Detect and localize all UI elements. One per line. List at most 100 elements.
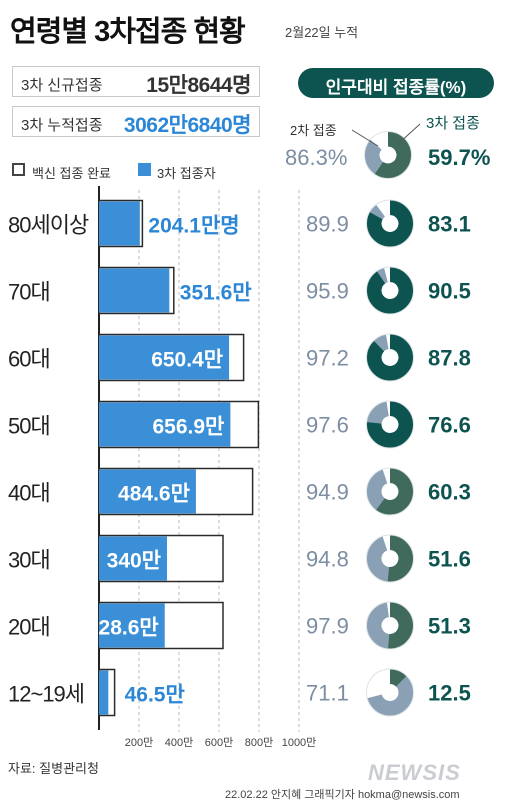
credit-line: 22.02.22 안지혜 그래픽기자 hokma@newsis.com bbox=[225, 789, 460, 801]
legend-booster-swatch bbox=[138, 163, 151, 176]
booster-bar bbox=[99, 536, 167, 581]
complete-bar bbox=[98, 601, 224, 650]
donut-track bbox=[366, 669, 414, 716]
booster-value-label: 204.1만명 bbox=[148, 215, 239, 238]
legend-booster-label: 3차 접종자 bbox=[157, 166, 216, 181]
donut-dose2-slice bbox=[367, 669, 414, 716]
donut-dose2-slice bbox=[366, 401, 414, 448]
total-vaccination-box: 3차 누적접종 3062만6840명 bbox=[12, 106, 260, 137]
dose3-header-label: 3차 접종 bbox=[426, 115, 480, 132]
overall-dose3-value: 59.7% bbox=[428, 145, 491, 170]
booster-value-label: 484.6만 bbox=[118, 483, 190, 506]
donut-track bbox=[366, 334, 414, 381]
donut-dose2-slice bbox=[366, 334, 414, 381]
age-label: 30대 bbox=[8, 548, 50, 573]
donut-dose3-slice bbox=[375, 468, 414, 515]
legend-complete-label: 백신 접종 완료 bbox=[32, 166, 111, 181]
new-vaccination-value: 15만8644명 bbox=[146, 74, 251, 97]
donut-outline bbox=[364, 131, 412, 179]
page-title: 연령별 3차접종 현황 bbox=[10, 16, 246, 48]
complete-bar bbox=[98, 199, 144, 248]
dose3-rate-value: 12.5 bbox=[428, 681, 471, 706]
booster-value-label: 328.6만 bbox=[87, 617, 159, 640]
dose3-rate-value: 60.3 bbox=[428, 480, 471, 505]
dose2-rate-value: 97.6 bbox=[306, 413, 349, 438]
complete-bar bbox=[98, 467, 254, 516]
donut-dose3-slice bbox=[389, 669, 407, 687]
donut-outline bbox=[366, 668, 414, 717]
age-label: 12~19세 bbox=[8, 682, 84, 707]
x-tick-label: 400만 bbox=[165, 736, 193, 749]
booster-bar bbox=[99, 335, 230, 380]
donut-dose2-slice bbox=[364, 131, 412, 179]
dose3-pointer bbox=[397, 123, 421, 145]
donut-track bbox=[366, 401, 414, 448]
dose3-rate-value: 51.3 bbox=[428, 614, 471, 639]
donut-outline bbox=[366, 601, 414, 650]
dose2-pointer bbox=[351, 129, 379, 147]
dose3-rate-value: 87.8 bbox=[428, 346, 471, 371]
donut-dose3-slice bbox=[374, 131, 412, 179]
donut-track bbox=[366, 468, 414, 515]
complete-bar bbox=[98, 400, 260, 449]
donut-track bbox=[366, 200, 414, 247]
dose2-rate-value: 97.2 bbox=[306, 346, 349, 371]
booster-bar bbox=[99, 670, 109, 715]
donut-outline bbox=[366, 266, 414, 315]
donut-dose2-slice bbox=[366, 535, 414, 582]
donut-dose2-slice bbox=[366, 602, 414, 649]
age-label: 70대 bbox=[8, 280, 50, 305]
donut-track bbox=[364, 131, 412, 179]
complete-bar bbox=[98, 333, 245, 382]
complete-bar bbox=[98, 534, 224, 583]
dose3-rate-value: 90.5 bbox=[428, 279, 471, 304]
age-label: 50대 bbox=[8, 414, 50, 439]
age-label: 80세이상 bbox=[8, 213, 89, 238]
donut-outline bbox=[366, 333, 414, 382]
total-vaccination-label: 3차 누적접종 bbox=[21, 117, 103, 134]
donut-dose2-slice bbox=[366, 267, 414, 314]
donut-outline bbox=[366, 400, 414, 449]
new-vaccination-label: 3차 신규접종 bbox=[21, 77, 103, 94]
legend-complete-swatch bbox=[12, 163, 25, 176]
donut-track bbox=[366, 267, 414, 314]
x-tick-label: 200만 bbox=[125, 736, 153, 749]
source-note: 자료: 질병관리청 bbox=[8, 761, 99, 776]
donut-outline bbox=[366, 467, 414, 516]
complete-bar bbox=[98, 266, 175, 315]
booster-value-label: 46.5만 bbox=[125, 684, 185, 707]
booster-bar bbox=[99, 201, 140, 246]
rate-header-pill: 인구대비 접종률(%) bbox=[298, 68, 494, 98]
dose2-rate-value: 94.9 bbox=[306, 480, 349, 505]
total-vaccination-value: 3062만6840명 bbox=[123, 114, 252, 137]
booster-value-label: 351.6만 bbox=[180, 282, 252, 305]
donut-dose3-slice bbox=[366, 200, 414, 247]
donut-dose2-slice bbox=[366, 200, 414, 247]
booster-bar bbox=[99, 603, 165, 648]
dose2-header-label: 2차 접종 bbox=[290, 123, 337, 138]
booster-value-label: 340만 bbox=[107, 550, 161, 573]
dose3-rate-value: 83.1 bbox=[428, 212, 471, 237]
date-note: 2월22일 누적 bbox=[285, 25, 359, 40]
donut-outline bbox=[366, 199, 414, 248]
dose2-rate-value: 71.1 bbox=[306, 681, 349, 706]
new-vaccination-box: 3차 신규접종 15만8644명 bbox=[12, 66, 260, 97]
age-label: 60대 bbox=[8, 347, 50, 372]
rate-header-title: 인구대비 접종률(%) bbox=[325, 78, 467, 97]
donut-dose3-slice bbox=[366, 267, 414, 314]
x-tick-label: 1000만 bbox=[282, 736, 317, 749]
donut-dose3-slice bbox=[387, 535, 414, 582]
complete-bar bbox=[98, 668, 116, 717]
dose2-rate-value: 97.9 bbox=[306, 614, 349, 639]
newsis-logo: NEWSIS bbox=[368, 760, 461, 785]
booster-value-label: 656.9만 bbox=[153, 416, 225, 439]
age-label: 40대 bbox=[8, 481, 50, 506]
donut-dose3-slice bbox=[366, 401, 414, 448]
x-tick-label: 600만 bbox=[205, 736, 233, 749]
x-tick-label: 800만 bbox=[245, 736, 273, 749]
dose3-rate-value: 51.6 bbox=[428, 547, 471, 572]
booster-bar bbox=[99, 469, 196, 514]
dose3-rate-value: 76.6 bbox=[428, 413, 471, 438]
donut-track bbox=[366, 602, 414, 649]
booster-bar bbox=[99, 268, 170, 313]
